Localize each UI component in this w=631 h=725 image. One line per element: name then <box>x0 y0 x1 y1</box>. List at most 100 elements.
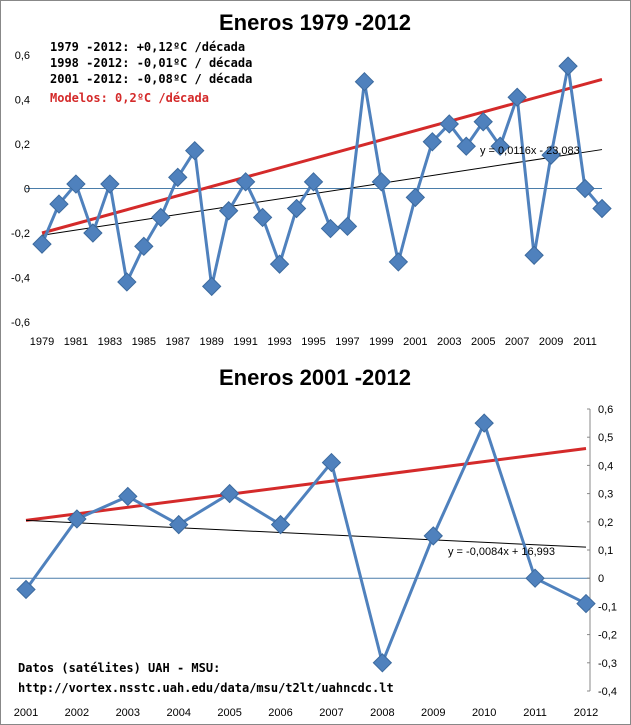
x-tick-label: 2003 <box>437 336 461 348</box>
series-line <box>24 421 587 665</box>
x-tick-label: 2009 <box>421 707 445 719</box>
data-point-marker <box>490 136 510 156</box>
models-trendline <box>25 446 587 522</box>
chart1-trend-equation: y = 0,0116x - 23,083 <box>480 145 580 157</box>
chart1-y-axis: 0,6 0,4 0,2 0 -0,2 -0,4 -0,6 <box>11 50 30 329</box>
chart2-trend-equation: y = -0,0084x + 16,993 <box>448 546 555 558</box>
x-tick-label: 2001 <box>403 336 427 348</box>
x-tick-label: 2004 <box>166 707 190 719</box>
data-point-marker <box>151 207 171 228</box>
chart1-x-axis: 1979 1981 1983 1985 1987 1989 1991 1993 1995 1997… <box>30 336 597 348</box>
x-tick-label: 2006 <box>268 707 292 719</box>
x-tick-label: 2007 <box>319 707 343 719</box>
chart1-note-2: 1998 -2012: -0,01ºC / década <box>50 56 252 70</box>
y-tick-label: 0 <box>598 573 604 585</box>
data-point-marker <box>524 245 544 265</box>
y-tick-label: 0,4 <box>598 460 613 472</box>
data-point-marker <box>558 56 578 76</box>
data-point-marker <box>235 172 256 192</box>
data-point-marker <box>32 234 52 254</box>
data-point-marker <box>575 178 595 199</box>
data-point-marker <box>321 452 342 473</box>
data-point-marker <box>371 172 392 192</box>
linear-trendline <box>41 149 603 236</box>
data-point-marker <box>388 252 409 272</box>
x-tick-label: 1985 <box>132 336 156 348</box>
x-tick-label: 1999 <box>369 336 393 348</box>
chart2-y-axis: 0,6 0,5 0,4 0,3 0,2 0,1 0 -0,1 -0,2 -0,3 -0,4 <box>587 404 617 698</box>
data-point-marker <box>201 276 222 297</box>
data-point-marker <box>473 112 493 132</box>
data-point-marker <box>100 174 120 194</box>
chart2-title: Eneros 2001 -2012 <box>219 365 411 390</box>
data-point-marker <box>576 593 596 614</box>
data-point-marker <box>456 136 476 156</box>
data-point-marker <box>270 514 291 535</box>
data-point-marker <box>474 413 494 433</box>
data-point-marker <box>269 254 290 274</box>
data-point-marker <box>423 526 443 546</box>
data-point-marker <box>49 194 69 214</box>
data-point-marker <box>118 486 138 507</box>
y-tick-label: 0,2 <box>598 517 613 529</box>
x-tick-label: 2009 <box>539 336 563 348</box>
linear-trendline <box>25 519 587 548</box>
y-tick-label: 0,5 <box>598 432 613 444</box>
y-tick-label: -0,2 <box>598 630 617 642</box>
y-tick-label: 0,3 <box>598 489 613 501</box>
x-tick-label: 1987 <box>166 336 190 348</box>
data-point-marker <box>134 236 154 257</box>
data-point-marker <box>218 201 239 221</box>
y-tick-label: -0,2 <box>11 228 30 240</box>
y-tick-label: 0,4 <box>15 95 30 107</box>
data-point-marker <box>372 653 393 673</box>
chart1-title: Eneros 1979 -2012 <box>219 10 411 35</box>
data-point-marker <box>66 174 86 194</box>
data-point-marker <box>67 509 87 529</box>
data-point-marker <box>320 218 341 239</box>
x-tick-label: 2010 <box>472 707 496 719</box>
x-tick-label: 1979 <box>30 336 54 348</box>
data-point-marker <box>507 87 527 107</box>
x-tick-label: 1989 <box>199 336 223 348</box>
series-line <box>40 64 604 288</box>
y-tick-label: -0,4 <box>11 273 30 285</box>
x-tick-label: 2008 <box>370 707 394 719</box>
source-line-2: http://vortex.nsstc.uah.edu/data/msu/t2l… <box>18 681 394 695</box>
y-tick-label: 0,6 <box>598 404 613 416</box>
data-point-marker <box>303 172 324 192</box>
y-tick-label: 0,2 <box>15 139 30 151</box>
y-tick-label: -0,3 <box>598 658 617 670</box>
x-tick-label: 1995 <box>301 336 325 348</box>
x-tick-label: 2005 <box>217 707 241 719</box>
x-tick-label: 2012 <box>574 707 598 719</box>
models-trendline <box>41 78 603 235</box>
data-point-marker <box>422 132 443 152</box>
x-tick-label: 2005 <box>471 336 495 348</box>
data-point-marker <box>337 216 358 237</box>
data-point-marker <box>185 140 205 161</box>
data-point-marker <box>592 198 612 219</box>
x-tick-label: 2011 <box>573 336 597 348</box>
x-tick-label: 2002 <box>65 707 89 719</box>
data-point-marker <box>117 272 137 292</box>
data-point-marker <box>169 514 189 535</box>
x-tick-label: 2001 <box>14 707 38 719</box>
data-point-marker <box>16 579 36 600</box>
y-tick-label: 0,6 <box>15 50 30 62</box>
y-tick-label: 0,1 <box>598 545 613 557</box>
chart1-note-3: 2001 -2012: -0,08ºC / década <box>50 72 252 86</box>
source-line-1: Datos (satélites) UAH - MSU: <box>18 661 220 675</box>
x-tick-label: 1983 <box>98 336 122 348</box>
x-tick-label: 2011 <box>523 707 547 719</box>
data-point-marker <box>354 71 375 92</box>
data-point-marker <box>252 207 273 228</box>
chart1-note-models: Modelos: 0,2ºC /década <box>50 91 209 105</box>
x-tick-label: 1993 <box>267 336 291 348</box>
data-point-marker <box>286 198 307 219</box>
data-point-marker <box>439 114 459 134</box>
y-tick-label: 0 <box>24 184 30 196</box>
x-tick-label: 2007 <box>505 336 529 348</box>
data-point-marker <box>168 167 188 188</box>
